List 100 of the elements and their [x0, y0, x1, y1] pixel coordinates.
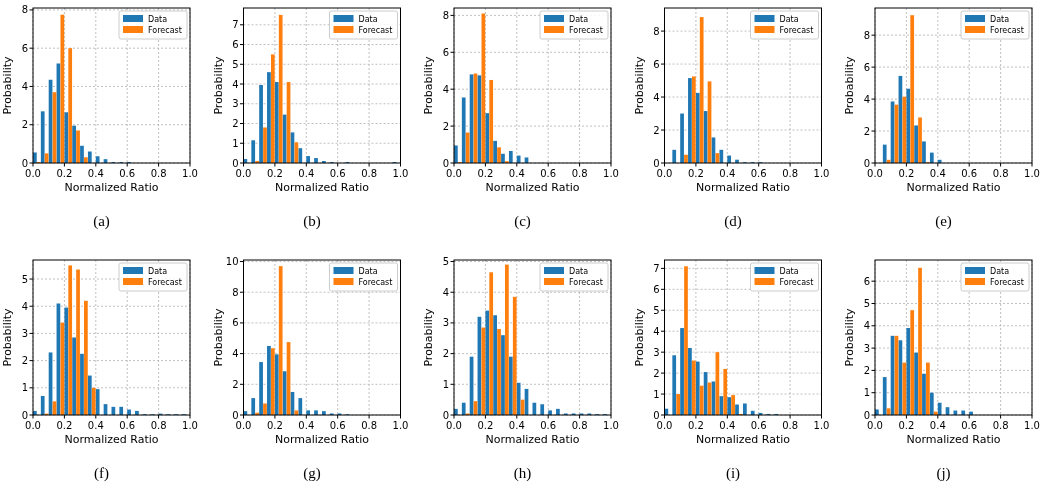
- text: (c): [514, 213, 531, 230]
- x-tick-label: 0.4: [508, 420, 525, 431]
- y-tick-label: 2: [21, 119, 28, 131]
- x-tick-label: 0.0: [25, 168, 41, 179]
- text: (f): [94, 465, 109, 482]
- x-tick-label: 0.4: [719, 168, 736, 179]
- x-axis-title: Normalized Ratio: [485, 433, 580, 446]
- y-tick-label: 7: [232, 19, 239, 31]
- legend-label: Data: [779, 14, 799, 24]
- legend-label: Forecast: [990, 277, 1024, 287]
- x-tick-label: 0.8: [992, 420, 1009, 431]
- x-tick-label: 0.4: [719, 420, 736, 431]
- y-tick-label: 10: [225, 256, 239, 268]
- x-tick-label: 1.0: [392, 420, 409, 431]
- y-tick-label: 1: [232, 137, 239, 149]
- y-tick-label: 8: [21, 4, 28, 16]
- x-tick-label: 0.8: [361, 420, 378, 431]
- y-tick-label: 2: [863, 125, 870, 137]
- y-tick-label: 4: [21, 300, 28, 312]
- y-tick-label: 6: [653, 58, 660, 70]
- y-tick-label: 6: [232, 317, 239, 329]
- x-tick-label: 0.2: [266, 420, 283, 431]
- y-axis-title: Probability: [1, 55, 14, 115]
- y-tick-label: 4: [21, 80, 28, 92]
- y-tick-label: 0: [442, 157, 449, 169]
- x-tick-label: 0.8: [361, 168, 378, 179]
- y-tick-label: 3: [232, 98, 239, 110]
- x-tick-label: 0.0: [867, 420, 883, 431]
- y-tick-label: 2: [232, 378, 239, 390]
- y-tick-label: 4: [863, 320, 870, 332]
- x-tick-label: 0.0: [25, 420, 41, 431]
- x-tick-label: 0.4: [87, 168, 104, 179]
- x-tick-label: 0.4: [298, 168, 315, 179]
- x-tick-label: 0.4: [298, 420, 315, 431]
- y-axis-title: Probability: [632, 307, 646, 367]
- x-axis-title: Normalized Ratio: [695, 433, 791, 446]
- x-tick-label: 0.0: [446, 420, 462, 431]
- x-tick-label: 0.6: [750, 420, 767, 431]
- y-tick-label: 5: [232, 58, 239, 70]
- legend-label: Data: [990, 14, 1010, 24]
- x-tick-label: 0.0: [446, 168, 462, 179]
- x-tick-label: 0.4: [929, 168, 946, 179]
- legend-label: Forecast: [569, 25, 603, 35]
- y-tick-label: 6: [232, 39, 239, 51]
- x-tick-label: 0.6: [329, 420, 346, 431]
- y-tick-label: 2: [442, 120, 449, 132]
- y-axis-title: Probability: [843, 307, 856, 367]
- x-tick-label: 0.0: [867, 168, 883, 179]
- y-tick-label: 4: [442, 83, 449, 95]
- y-tick-label: 2: [442, 348, 449, 360]
- y-tick-label: 0: [442, 409, 449, 421]
- y-axis-title: Probability: [1, 307, 14, 367]
- y-tick-label: 2: [863, 364, 870, 376]
- y-tick-label: 6: [863, 275, 870, 287]
- x-tick-label: 0.0: [235, 420, 252, 431]
- x-tick-label: 0.4: [508, 168, 525, 179]
- x-tick-label: 0.4: [87, 420, 104, 431]
- y-tick-label: 1: [653, 388, 660, 400]
- y-tick-label: 8: [653, 25, 660, 37]
- text: (b): [303, 213, 321, 230]
- legend-label: Data: [779, 266, 799, 276]
- y-tick-label: 4: [653, 325, 660, 337]
- y-tick-label: 8: [442, 9, 449, 21]
- y-tick-label: 5: [21, 273, 28, 285]
- x-axis-title: Normalized Ratio: [485, 181, 580, 194]
- legend-label: Forecast: [779, 277, 814, 287]
- text: (j): [936, 465, 951, 482]
- x-tick-label: 1.0: [1024, 420, 1040, 431]
- y-tick-label: 4: [232, 348, 239, 360]
- text: (a): [93, 213, 110, 230]
- x-tick-label: 1.0: [392, 168, 409, 179]
- y-tick-label: 4: [442, 286, 449, 298]
- x-tick-label: 0.2: [266, 168, 283, 179]
- x-tick-label: 0.8: [992, 168, 1009, 179]
- x-tick-label: 0.0: [656, 168, 673, 179]
- x-tick-label: 0.8: [571, 168, 588, 179]
- y-tick-label: 2: [653, 367, 660, 379]
- x-axis-title: Normalized Ratio: [64, 181, 159, 194]
- y-tick-label: 5: [442, 256, 449, 268]
- y-tick-label: 4: [653, 91, 660, 103]
- y-tick-label: 4: [232, 78, 239, 90]
- y-tick-label: 0: [653, 409, 660, 421]
- y-tick-label: 0: [863, 157, 870, 169]
- x-tick-label: 0.0: [235, 168, 252, 179]
- legend-label: Forecast: [569, 277, 603, 287]
- x-tick-label: 0.2: [477, 420, 494, 431]
- text: (h): [513, 465, 532, 482]
- text: (g): [303, 465, 321, 482]
- x-axis-title: Normalized Ratio: [274, 433, 370, 446]
- y-tick-label: 2: [232, 118, 239, 130]
- x-tick-label: 1.0: [1024, 168, 1040, 179]
- y-tick-label: 0: [21, 409, 28, 421]
- x-tick-label: 0.6: [961, 420, 978, 431]
- x-axis-title: Normalized Ratio: [64, 433, 159, 446]
- x-tick-label: 0.2: [687, 420, 704, 431]
- x-tick-label: 0.2: [898, 420, 915, 431]
- x-tick-label: 1.0: [182, 420, 198, 431]
- y-tick-label: 8: [863, 29, 870, 41]
- text: (i): [725, 465, 741, 482]
- x-tick-label: 1.0: [813, 420, 830, 431]
